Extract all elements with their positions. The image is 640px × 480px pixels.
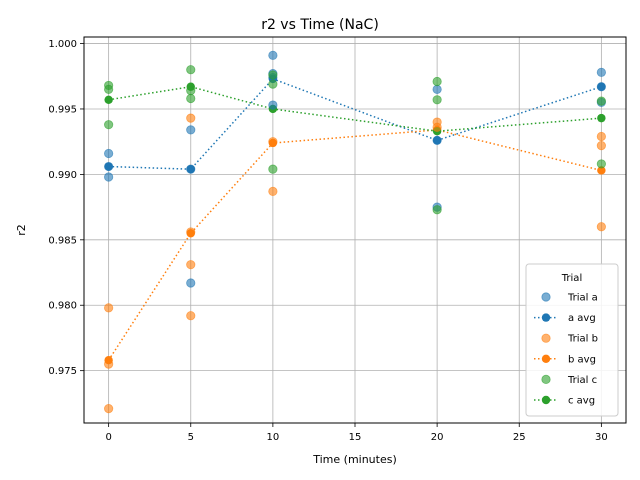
trial-a-point	[186, 125, 196, 135]
chart-title: r2 vs Time (NaC)	[261, 17, 379, 33]
legend-label: Trial a	[567, 293, 598, 304]
legend-item: Trial a	[541, 292, 598, 304]
trial-c-point	[268, 70, 278, 80]
x-tick-label: 5	[188, 432, 194, 443]
trial-a-point	[432, 84, 442, 94]
b-avg-marker	[597, 166, 606, 175]
trial-c-point	[432, 76, 442, 87]
trial-c-point	[432, 205, 442, 215]
trial-c-point	[186, 86, 196, 96]
trial-b-point	[268, 186, 278, 196]
legend-marker	[541, 354, 551, 363]
trial-c-point	[432, 95, 442, 105]
legend-title: Trial	[561, 273, 582, 284]
x-tick-label: 0	[105, 432, 111, 443]
legend-marker	[541, 395, 551, 405]
trial-b-point	[186, 113, 196, 123]
trial-c-point	[596, 96, 606, 106]
x-tick-label: 30	[595, 432, 608, 443]
y-tick-label: 0.985	[48, 235, 77, 246]
y-tick-label: 0.995	[48, 104, 77, 115]
trial-a-point	[104, 161, 114, 172]
y-tick-label: 0.980	[48, 301, 77, 312]
trial-a-point	[104, 172, 114, 182]
trial-c-point	[186, 65, 196, 75]
trial-b-point	[186, 311, 196, 321]
trial-a-point	[186, 278, 196, 288]
trial-b-point	[596, 222, 606, 232]
c-avg-marker	[597, 113, 606, 123]
legend: Trial Trial a a avg Trial b b avg Trial c c a…	[525, 263, 619, 417]
trial-b-point	[186, 260, 196, 270]
c-avg-marker	[104, 95, 113, 105]
trial-b-point	[596, 141, 606, 151]
x-tick-label: 25	[513, 432, 526, 443]
trial-b-point	[104, 359, 114, 369]
legend-marker	[541, 374, 551, 384]
trial-a-point	[596, 67, 606, 77]
trial-c-point	[104, 120, 114, 130]
x-axis: 0 5 10 15 20 25 30	[105, 423, 608, 443]
legend-item: b avg	[534, 354, 596, 365]
y-tick-label: 0.990	[48, 170, 77, 181]
legend-label: c avg	[568, 396, 595, 407]
y-axis: 0.975 0.980 0.985 0.990 0.995 1.000	[48, 39, 84, 377]
x-tick-label: 10	[267, 432, 280, 443]
legend-marker	[541, 313, 551, 322]
legend-item: a avg	[534, 313, 596, 324]
trial-a-point	[596, 82, 606, 92]
legend-marker	[541, 333, 551, 343]
trial-a-point	[268, 50, 278, 60]
legend-marker	[541, 292, 551, 302]
grid	[84, 37, 626, 423]
y-tick-label: 0.975	[48, 366, 77, 377]
trial-b-point	[186, 227, 196, 237]
trial-a-point	[432, 135, 442, 145]
trial-c-point	[596, 159, 606, 169]
trial-a-point	[268, 100, 278, 110]
trial-c-point	[268, 79, 278, 89]
x-tick-label: 15	[349, 432, 362, 443]
y-tick-label: 1.000	[48, 39, 77, 50]
trial-b-point	[104, 303, 114, 313]
x-tick-label: 20	[431, 432, 444, 443]
trial-c-point	[268, 164, 278, 174]
trial-b-point	[596, 131, 606, 142]
legend-item: c avg	[534, 396, 595, 407]
legend-label: Trial b	[567, 334, 598, 345]
trial-a-point	[186, 164, 196, 174]
legend-item: Trial c	[541, 374, 597, 386]
x-axis-label: Time (minutes)	[312, 453, 397, 466]
trial-a-point	[104, 148, 114, 159]
trial-b-point	[432, 122, 442, 132]
trial-c-point	[186, 93, 196, 104]
trial-b-point	[104, 404, 114, 414]
trial-b-point	[268, 137, 278, 147]
legend-item: Trial b	[541, 333, 598, 345]
trial-c-point	[104, 84, 114, 94]
data-points	[104, 50, 606, 414]
legend-label: a avg	[568, 313, 596, 324]
y-axis-label: r2	[15, 224, 28, 236]
legend-label: Trial c	[567, 375, 597, 386]
legend-label: b avg	[568, 354, 596, 365]
